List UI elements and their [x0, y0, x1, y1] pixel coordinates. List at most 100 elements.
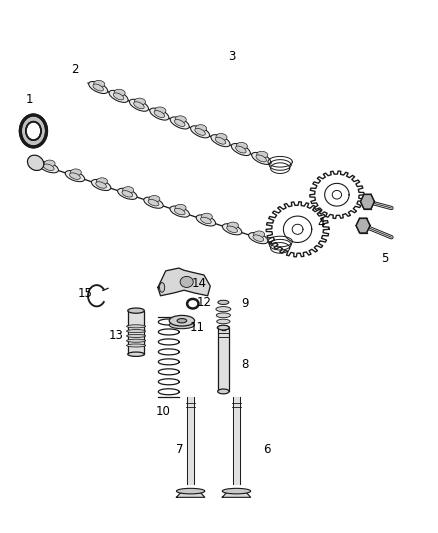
- Ellipse shape: [122, 191, 133, 197]
- Ellipse shape: [236, 146, 246, 153]
- Ellipse shape: [155, 107, 166, 114]
- Text: 9: 9: [241, 297, 249, 310]
- Ellipse shape: [127, 344, 145, 347]
- Ellipse shape: [169, 316, 194, 326]
- Ellipse shape: [65, 171, 85, 182]
- Ellipse shape: [216, 313, 230, 318]
- Ellipse shape: [114, 89, 125, 96]
- Ellipse shape: [180, 277, 193, 287]
- Ellipse shape: [174, 119, 185, 126]
- Polygon shape: [128, 311, 145, 354]
- Ellipse shape: [134, 102, 144, 109]
- Ellipse shape: [96, 182, 106, 188]
- Ellipse shape: [201, 213, 212, 220]
- Ellipse shape: [227, 226, 237, 232]
- Ellipse shape: [195, 128, 205, 135]
- Text: 11: 11: [190, 321, 205, 334]
- Text: 13: 13: [109, 329, 124, 342]
- Ellipse shape: [196, 125, 207, 132]
- Ellipse shape: [231, 143, 251, 156]
- Ellipse shape: [169, 321, 194, 329]
- Ellipse shape: [177, 488, 205, 494]
- Ellipse shape: [216, 134, 227, 141]
- Polygon shape: [158, 268, 210, 296]
- Text: 6: 6: [263, 443, 271, 456]
- Ellipse shape: [127, 325, 145, 328]
- Ellipse shape: [175, 116, 186, 123]
- Ellipse shape: [43, 164, 54, 171]
- Ellipse shape: [191, 126, 210, 138]
- Ellipse shape: [150, 108, 169, 120]
- Ellipse shape: [154, 111, 165, 118]
- Ellipse shape: [117, 188, 137, 199]
- Polygon shape: [360, 194, 374, 209]
- Ellipse shape: [257, 151, 268, 158]
- Ellipse shape: [218, 389, 229, 394]
- Ellipse shape: [109, 91, 128, 102]
- Ellipse shape: [92, 180, 111, 190]
- Ellipse shape: [127, 339, 145, 342]
- Ellipse shape: [174, 208, 185, 215]
- Ellipse shape: [217, 319, 230, 324]
- Ellipse shape: [218, 325, 229, 330]
- Text: 15: 15: [78, 287, 92, 300]
- Ellipse shape: [217, 326, 230, 330]
- Polygon shape: [233, 397, 240, 484]
- Ellipse shape: [70, 169, 81, 176]
- Ellipse shape: [134, 98, 145, 105]
- Ellipse shape: [128, 308, 145, 313]
- Ellipse shape: [129, 99, 148, 111]
- Ellipse shape: [39, 161, 58, 173]
- Polygon shape: [187, 397, 194, 484]
- Ellipse shape: [218, 300, 229, 304]
- Text: 10: 10: [156, 405, 171, 417]
- Ellipse shape: [96, 178, 107, 184]
- Ellipse shape: [211, 135, 230, 147]
- Ellipse shape: [201, 217, 211, 224]
- Ellipse shape: [88, 82, 108, 93]
- Ellipse shape: [170, 117, 189, 129]
- Ellipse shape: [159, 282, 165, 292]
- Ellipse shape: [252, 152, 271, 164]
- Ellipse shape: [127, 334, 145, 337]
- Ellipse shape: [94, 80, 105, 87]
- Ellipse shape: [44, 160, 55, 167]
- Text: 2: 2: [71, 63, 79, 76]
- Ellipse shape: [148, 199, 159, 206]
- Text: 3: 3: [228, 50, 236, 63]
- Polygon shape: [218, 328, 229, 391]
- Polygon shape: [222, 491, 251, 497]
- Ellipse shape: [175, 204, 186, 211]
- Ellipse shape: [196, 215, 215, 226]
- Ellipse shape: [223, 224, 242, 235]
- Ellipse shape: [144, 197, 163, 208]
- Polygon shape: [20, 115, 46, 147]
- Text: 12: 12: [197, 296, 212, 309]
- Ellipse shape: [237, 142, 247, 149]
- Text: 7: 7: [176, 443, 184, 456]
- Ellipse shape: [227, 222, 238, 229]
- Text: 14: 14: [192, 277, 207, 290]
- Text: 5: 5: [381, 252, 389, 265]
- Ellipse shape: [128, 352, 145, 357]
- Ellipse shape: [222, 488, 251, 494]
- Polygon shape: [177, 491, 205, 497]
- Ellipse shape: [177, 319, 187, 323]
- Ellipse shape: [127, 329, 145, 333]
- Ellipse shape: [149, 196, 160, 203]
- Text: 1: 1: [25, 93, 33, 106]
- Ellipse shape: [170, 206, 189, 217]
- Text: 8: 8: [241, 358, 249, 372]
- Ellipse shape: [254, 231, 265, 238]
- Ellipse shape: [93, 84, 103, 91]
- Text: 4: 4: [318, 217, 325, 230]
- Ellipse shape: [253, 235, 264, 241]
- Ellipse shape: [113, 93, 124, 100]
- Ellipse shape: [28, 155, 44, 171]
- Ellipse shape: [215, 137, 226, 144]
- Ellipse shape: [249, 232, 268, 244]
- Ellipse shape: [216, 306, 231, 312]
- Ellipse shape: [70, 173, 80, 180]
- Ellipse shape: [256, 155, 266, 162]
- Ellipse shape: [123, 187, 134, 193]
